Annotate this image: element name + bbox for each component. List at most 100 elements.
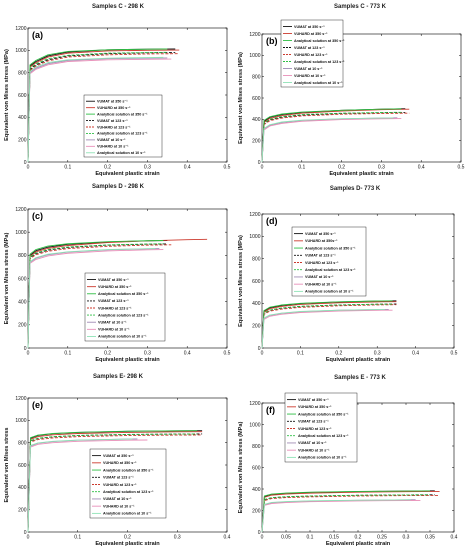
x-axis-label: Equivalent plastic strain xyxy=(95,357,160,363)
chart-panel-5: Samples E- 298 K 0 0.1 0.2 0.3 0.4 0 200 400 600 8… xyxy=(4,374,231,547)
series-line-4 xyxy=(261,111,406,163)
legend-entry: VUHARD at 10 s⁻¹ xyxy=(305,282,337,286)
y-tick-label: 800 xyxy=(18,253,27,259)
legend-entry: Analytical solution at 350 s⁻¹ xyxy=(103,468,154,472)
y-tick-label: 800 xyxy=(18,70,27,76)
x-tick-label: 0 xyxy=(261,351,264,357)
y-axis-label: Equivalent von Mises stress (MPa) xyxy=(4,49,10,141)
legend-entry: VUHARD at 123 s⁻¹ xyxy=(98,306,132,310)
legend-entry: VUMAT at 123 s⁻¹ xyxy=(98,299,129,303)
legend-entry: Analytical solution at 123 s⁻¹ xyxy=(97,132,148,136)
x-tick-label: 0.3 xyxy=(403,535,410,541)
y-tick-label: 1000 xyxy=(249,53,260,59)
x-axis-label: Equivalent plastic strain xyxy=(95,541,160,547)
legend-box xyxy=(284,392,358,463)
x-tick-label: 0.5 xyxy=(458,165,465,171)
legend-entry: Analytical solution at 123 s⁻¹ xyxy=(298,434,349,438)
y-tick-label: 0 xyxy=(258,160,261,166)
x-tick-label: 0.3 xyxy=(374,351,381,357)
x-tick-label: 0.4 xyxy=(418,165,425,171)
legend-entry: Analytical solution at 10 s⁻¹ xyxy=(298,456,347,460)
y-tick-label: 1200 xyxy=(249,32,260,38)
legend-entry: VUHARD at 350s⁻¹ xyxy=(305,239,338,243)
y-tick-label: 200 xyxy=(252,323,261,329)
y-tick-label: 0 xyxy=(258,346,261,352)
legend-entry: VUMAT at 123 s⁻¹ xyxy=(294,46,325,50)
legend-box xyxy=(89,448,167,519)
legend: VUMAT at 350 s⁻¹ VUHARD at 350 s⁻¹ Analyti… xyxy=(280,19,345,88)
legend-entry: VUHARD at 123 s⁻¹ xyxy=(97,125,131,129)
legend-entry: VUMAT at 350 s⁻¹ xyxy=(103,454,134,458)
series-line-5 xyxy=(27,53,180,163)
series-line-5 xyxy=(261,495,440,533)
chart-title: Samples E - 773 K xyxy=(334,375,386,381)
y-tick-label: 0 xyxy=(24,346,27,352)
legend-entry: Analytical solution at 123 s⁻¹ xyxy=(305,268,356,272)
legend-entry: VUHARD at 123 s⁻¹ xyxy=(305,261,339,265)
y-tick-label: 200 xyxy=(252,138,261,144)
legend-entry: Analytical solution at 10 s⁻¹ xyxy=(294,81,343,85)
y-tick-label: 600 xyxy=(18,93,27,99)
y-tick-label: 400 xyxy=(252,117,261,123)
series-line-9 xyxy=(27,56,164,163)
y-tick-label: 1200 xyxy=(15,396,26,402)
legend-entry: VUMAT at 350 s⁻¹ xyxy=(298,398,329,402)
legend-entry: VUHARD at 10 s⁻¹ xyxy=(294,74,326,78)
series-line-7 xyxy=(261,117,398,163)
x-tick-label: 0.1 xyxy=(307,535,314,541)
legend-entry: VUMAT at 10 s⁻¹ xyxy=(298,441,327,445)
legend-box xyxy=(84,272,166,342)
y-tick-label: 200 xyxy=(252,508,261,514)
x-axis-label: Equivalent plastic strain xyxy=(95,171,160,177)
series-line-6 xyxy=(27,243,164,349)
series-line-3 xyxy=(27,430,198,533)
x-tick-label: 0.4 xyxy=(184,165,191,171)
y-tick-label: 400 xyxy=(18,115,27,121)
series-line-2 xyxy=(27,49,180,163)
chart-panel-1: Samples C - 298 K 0 0.1 0.2 0.3 0.4 0.5 0 200 400… xyxy=(4,4,231,177)
legend-entry: VUMAT at 10 s⁻¹ xyxy=(103,497,132,501)
legend-entry: VUMAT at 10 s⁻¹ xyxy=(97,138,126,142)
x-tick-label: 0.4 xyxy=(412,351,419,357)
chart-title: Samples C - 773 K xyxy=(334,4,387,10)
y-tick-label: 1200 xyxy=(15,26,26,32)
chart-panel-2: Samples C - 773 K 0 0.1 0.2 0.3 0.4 0.5 0 200 400… xyxy=(238,4,465,177)
x-tick-label: 0.3 xyxy=(378,165,385,171)
legend-entry: VUHARD at 350 s⁻¹ xyxy=(103,461,137,465)
series-line-8 xyxy=(27,58,172,163)
y-axis-label: Equivalent von Mises stress (MPa) xyxy=(238,422,244,514)
series-line-3 xyxy=(261,108,402,163)
series-line-3 xyxy=(27,48,168,163)
x-tick-label: 0 xyxy=(27,535,30,541)
y-tick-label: 0 xyxy=(24,530,27,536)
x-tick-label: 0.2 xyxy=(124,535,131,541)
legend-entry: VUHARD at 350 s⁻¹ xyxy=(294,32,328,36)
panel-letter: (c) xyxy=(32,211,43,221)
legend-box xyxy=(83,94,163,158)
x-tick-label: 0.05 xyxy=(281,535,291,541)
legend-entry: Analytical solution at 10 s⁻¹ xyxy=(98,335,147,339)
y-tick-label: 1000 xyxy=(15,418,26,424)
panel-letter: (b) xyxy=(266,36,278,46)
y-tick-label: 400 xyxy=(18,485,27,491)
x-tick-label: 0.1 xyxy=(298,165,305,171)
y-tick-label: 1200 xyxy=(15,207,26,213)
x-tick-label: 0.4 xyxy=(224,535,231,541)
x-tick-label: 0.3 xyxy=(144,165,151,171)
y-tick-label: 800 xyxy=(252,256,261,262)
y-tick-label: 200 xyxy=(18,137,27,143)
series-line-9 xyxy=(27,248,156,349)
panel-letter: (d) xyxy=(266,216,278,226)
legend-entry: Analytical solution at 350 s⁻¹ xyxy=(294,39,345,43)
legend-entry: Analytical solution at 350 s⁻¹ xyxy=(298,412,349,416)
x-tick-label: 0.2 xyxy=(355,535,362,541)
x-tick-label: 0.1 xyxy=(297,351,304,357)
x-axis-label: Equivalent plastic strain xyxy=(326,357,391,363)
series-line-5 xyxy=(261,304,397,349)
y-tick-label: 200 xyxy=(18,323,27,329)
y-tick-label: 1000 xyxy=(15,230,26,236)
x-tick-label: 0.2 xyxy=(338,165,345,171)
legend-entry: VUHARD at 123 s⁻¹ xyxy=(294,53,328,57)
x-tick-label: 0.2 xyxy=(104,351,111,357)
